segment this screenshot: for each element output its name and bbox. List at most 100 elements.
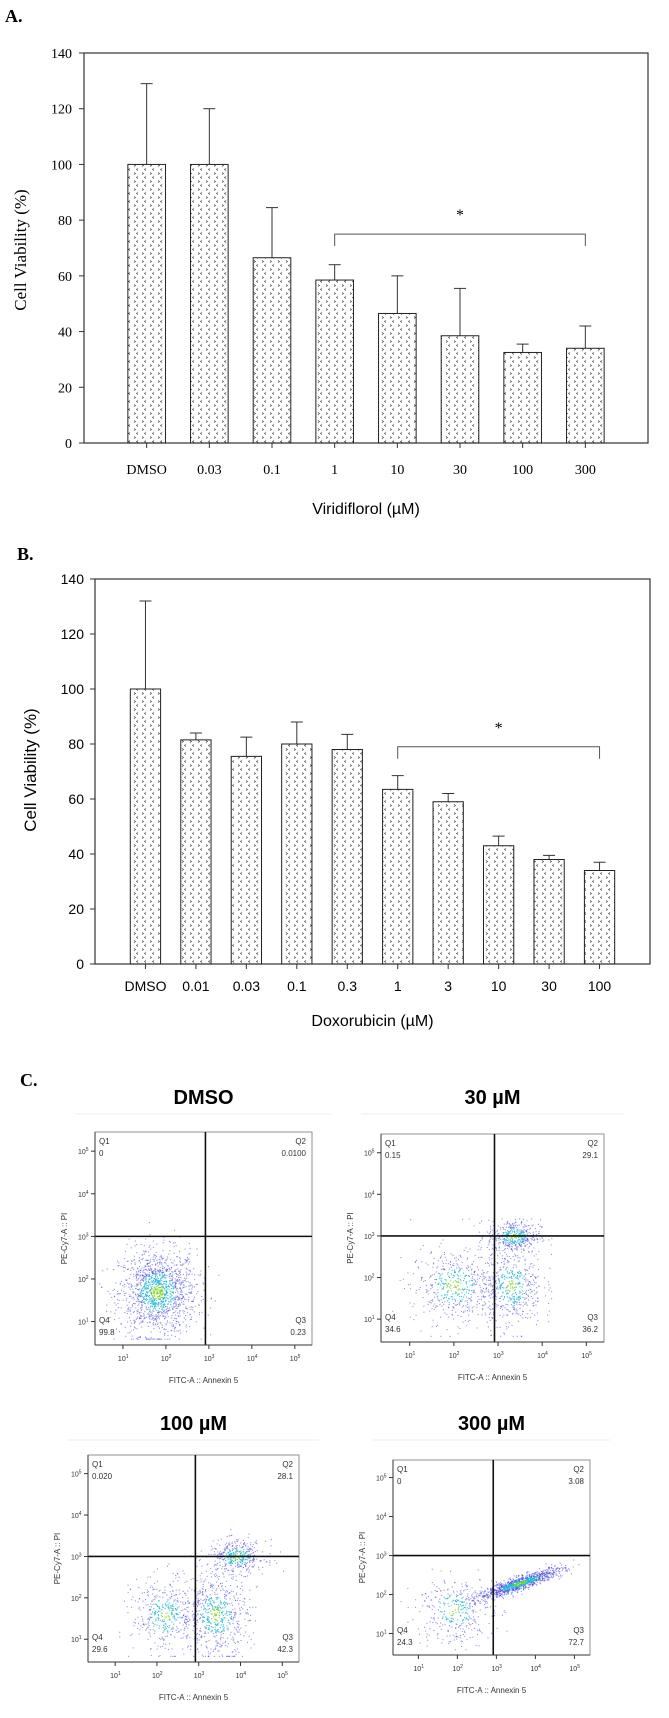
event-dot xyxy=(215,1597,217,1599)
event-dot xyxy=(136,1284,138,1286)
event-dot xyxy=(226,1603,228,1605)
event-dot xyxy=(188,1617,190,1619)
event-dot xyxy=(155,1319,157,1321)
event-dot xyxy=(487,1279,489,1281)
event-dot xyxy=(506,1244,508,1246)
event-dot xyxy=(541,1574,543,1576)
event-dot xyxy=(193,1590,195,1592)
event-dot xyxy=(492,1225,494,1227)
event-dot xyxy=(526,1293,528,1295)
event-dot xyxy=(225,1606,227,1608)
event-dot xyxy=(234,1562,236,1564)
event-dot xyxy=(419,1286,421,1288)
event-dot xyxy=(175,1302,177,1304)
event-dot xyxy=(520,1245,522,1247)
event-dot xyxy=(505,1242,507,1244)
event-dot xyxy=(488,1242,490,1244)
event-dot xyxy=(227,1557,229,1559)
event-dot xyxy=(169,1619,171,1621)
event-dot xyxy=(519,1234,521,1236)
event-dot xyxy=(446,1285,448,1287)
event-dot xyxy=(222,1628,224,1630)
event-dot xyxy=(126,1280,128,1282)
event-dot xyxy=(161,1621,163,1623)
event-dot xyxy=(247,1548,249,1550)
event-dot xyxy=(516,1248,518,1250)
event-dot xyxy=(172,1288,174,1290)
event-dot xyxy=(186,1615,188,1617)
event-dot xyxy=(472,1291,474,1293)
event-dot xyxy=(113,1295,115,1297)
event-dot xyxy=(227,1629,229,1631)
event-dot xyxy=(505,1582,507,1584)
event-dot xyxy=(489,1259,491,1261)
event-dot xyxy=(129,1294,131,1296)
event-dot xyxy=(190,1645,192,1647)
event-dot xyxy=(150,1311,152,1313)
event-dot xyxy=(179,1279,181,1281)
event-dot xyxy=(140,1278,142,1280)
event-dot xyxy=(151,1277,153,1279)
x-tick-label: 103 xyxy=(493,1351,504,1360)
event-dot xyxy=(199,1275,201,1277)
event-dot xyxy=(207,1314,209,1316)
event-dot xyxy=(491,1587,493,1589)
event-dot xyxy=(466,1310,468,1312)
event-dot xyxy=(255,1540,257,1542)
event-dot xyxy=(244,1563,246,1565)
event-dot xyxy=(526,1240,528,1242)
event-dot xyxy=(126,1606,128,1608)
event-dot xyxy=(486,1287,488,1289)
event-dot xyxy=(153,1292,155,1294)
event-dot xyxy=(177,1296,179,1298)
event-dot xyxy=(155,1287,157,1289)
event-dot xyxy=(152,1297,154,1299)
event-dot xyxy=(137,1627,139,1629)
event-dot xyxy=(168,1276,170,1278)
event-dot xyxy=(457,1315,459,1317)
event-dot xyxy=(202,1620,204,1622)
event-dot xyxy=(157,1305,159,1307)
x-tick-label: 105 xyxy=(277,1671,288,1680)
event-dot xyxy=(163,1257,165,1259)
event-dot xyxy=(157,1645,159,1647)
event-dot xyxy=(513,1237,515,1239)
event-dot xyxy=(215,1635,217,1637)
event-dot xyxy=(542,1572,544,1574)
event-dot xyxy=(205,1600,207,1602)
event-dot xyxy=(201,1654,203,1656)
event-dot xyxy=(145,1282,147,1284)
event-dot xyxy=(169,1597,171,1599)
event-dot xyxy=(229,1623,231,1625)
event-dot xyxy=(546,1577,548,1579)
event-dot xyxy=(183,1573,185,1575)
event-dot xyxy=(178,1606,180,1608)
event-dot xyxy=(498,1591,500,1593)
event-dot xyxy=(144,1265,146,1267)
event-dot xyxy=(497,1587,499,1589)
event-dot xyxy=(483,1272,485,1274)
event-dot xyxy=(218,1274,220,1276)
event-dot xyxy=(149,1284,151,1286)
event-dot xyxy=(193,1296,195,1298)
event-dot xyxy=(117,1293,119,1295)
event-dot xyxy=(159,1321,161,1323)
y-tick-label: 105 xyxy=(71,1470,82,1479)
event-dot xyxy=(183,1310,185,1312)
event-dot xyxy=(164,1592,166,1594)
event-dot xyxy=(500,1305,502,1307)
event-dot xyxy=(129,1295,131,1297)
event-dot xyxy=(511,1593,513,1595)
event-dot xyxy=(151,1272,153,1274)
event-dot xyxy=(164,1261,166,1263)
event-dot xyxy=(518,1303,520,1305)
event-dot xyxy=(102,1270,104,1272)
event-dot xyxy=(160,1323,162,1325)
event-dot xyxy=(180,1601,182,1603)
event-dot xyxy=(180,1288,182,1290)
event-dot xyxy=(523,1249,525,1251)
tick-base: 10 xyxy=(78,1277,86,1284)
event-dot xyxy=(270,1539,272,1541)
event-dot xyxy=(164,1586,166,1588)
event-dot xyxy=(564,1565,566,1567)
